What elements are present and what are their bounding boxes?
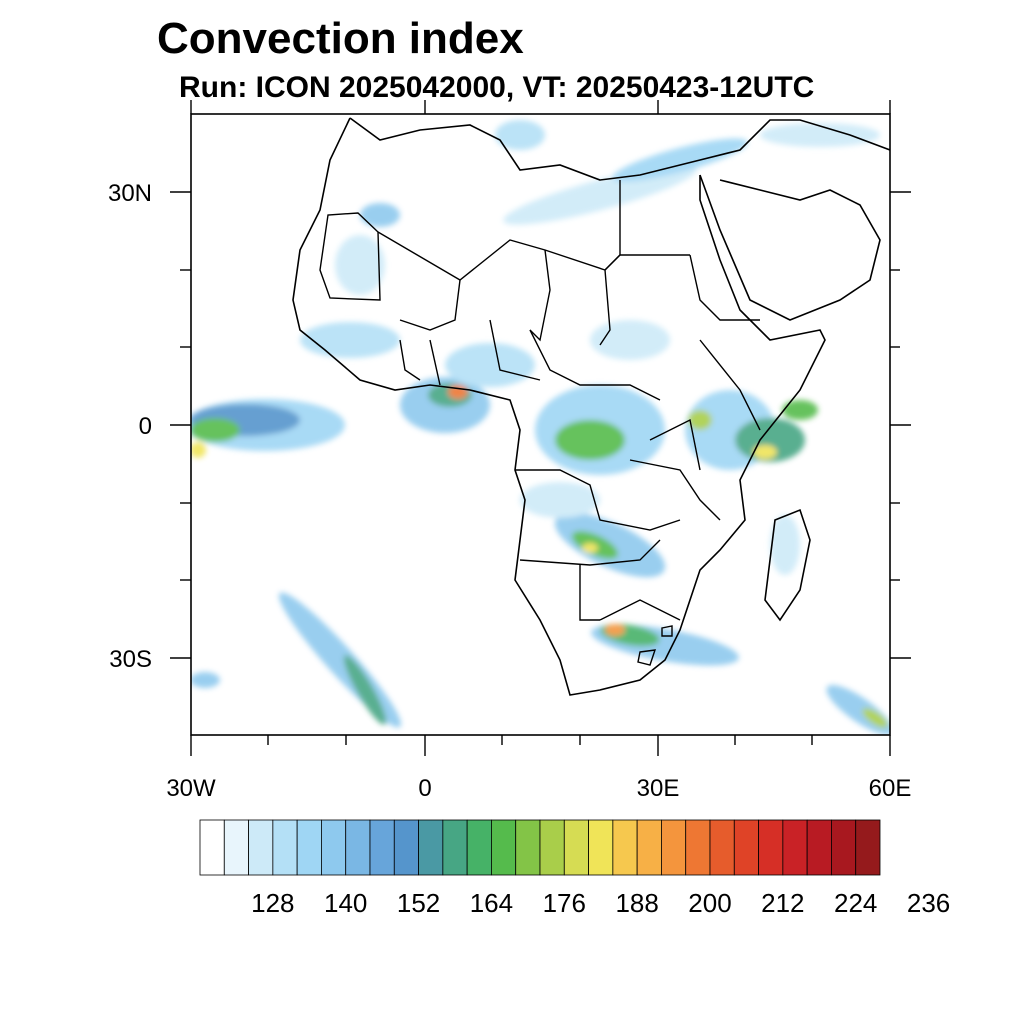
y-tick-label: 0 [138, 413, 152, 440]
colorbar-swatch [296, 819, 322, 876]
colorbar-swatch [661, 819, 687, 876]
colorbar-label: 188 [615, 888, 659, 918]
colorbar-label: 212 [761, 888, 805, 918]
colorbar-label: 164 [469, 888, 514, 918]
colorbar-swatch [248, 819, 274, 876]
colorbar-swatch [758, 819, 784, 876]
x-tick-label: 30W [166, 775, 216, 802]
convection-field [191, 117, 890, 735]
colorbar-swatch [588, 819, 614, 876]
colorbar-swatch [491, 819, 517, 876]
coastlines [292, 117, 890, 696]
colorbar-swatch [636, 819, 662, 876]
colorbar-swatch [442, 819, 468, 876]
colorbar-swatch [539, 819, 565, 876]
colorbar-swatch [782, 819, 808, 876]
colorbar-swatch [223, 819, 249, 876]
colorbar [199, 819, 881, 876]
colorbar-swatch [515, 819, 541, 876]
colorbar-swatch [466, 819, 492, 876]
x-tick-label: 60E [868, 775, 912, 802]
chart-subtitle: Run: ICON 2025042000, VT: 20250423-12UTC [179, 71, 815, 104]
chart-title: Convection index [157, 14, 524, 63]
colorbar-swatch [733, 819, 759, 876]
colorbar-swatch [199, 819, 225, 876]
colorbar-swatch [831, 819, 857, 876]
colorbar-label: 176 [542, 888, 586, 918]
x-tick-label: 0 [418, 775, 432, 802]
colorbar-swatch [393, 819, 419, 876]
tick-marks [170, 100, 911, 756]
colorbar-swatch [855, 819, 881, 876]
colorbar-swatch [272, 819, 298, 876]
colorbar-label: 236 [906, 888, 951, 918]
y-tick-label: 30S [109, 646, 152, 673]
colorbar-label: 140 [324, 888, 368, 918]
colorbar-swatch [685, 819, 711, 876]
colorbar-label: 128 [251, 888, 295, 918]
colorbar-swatch [563, 819, 589, 876]
colorbar-label: 200 [688, 888, 732, 918]
colorbar-swatch [612, 819, 638, 876]
colorbar-swatch [321, 819, 347, 876]
colorbar-swatch [709, 819, 735, 876]
colorbar-swatch [369, 819, 395, 876]
colorbar-label: 152 [396, 888, 441, 918]
colorbar-label: 224 [834, 888, 878, 918]
colorbar-swatch [806, 819, 832, 876]
colorbar-swatch [345, 819, 371, 876]
x-tick-label: 30E [636, 775, 680, 802]
y-tick-label: 30N [107, 180, 152, 207]
colorbar-swatch [418, 819, 444, 876]
country-borders [319, 180, 761, 666]
